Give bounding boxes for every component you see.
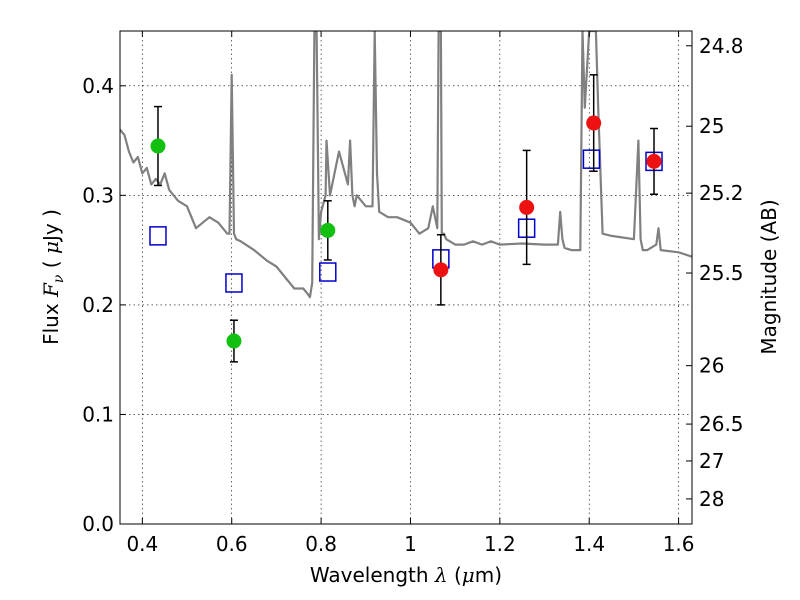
x-tick-label: 0.8 [305, 532, 337, 556]
data-point-green [320, 222, 336, 238]
y-axis-title-text: Flux [39, 303, 63, 345]
x-axis-title-lambda: λ [434, 563, 448, 587]
magnitude-tick-label: 24.8 [699, 34, 744, 58]
model-photometry-box [225, 273, 243, 293]
data-point-green [226, 333, 242, 349]
series-layer [120, 31, 692, 299]
data-point-red [519, 199, 535, 215]
y-tick-label: 0.4 [82, 74, 114, 98]
ticks: 0.4 0.6 0.8 1 1.2 1.4 1.6 0.0 0.1 0.2 0.3 0.4 24.8 25… [82, 31, 744, 556]
data-point-red [433, 262, 449, 278]
magnitude-tick-label: 25.5 [699, 261, 744, 285]
magnitude-tick-label: 25.2 [699, 181, 744, 205]
model-photometry-box [149, 226, 167, 246]
model-photometry-box [319, 262, 337, 282]
x-tick-label: 0.4 [126, 532, 158, 556]
y-tick-label: 0.0 [82, 512, 114, 536]
y-axis-title: Flux Fν ( μJy ) [39, 209, 67, 345]
x-tick-label: 1.4 [573, 532, 605, 556]
x-axis-title-unit-open: ( [448, 563, 462, 587]
magnitude-tick-label: 27 [699, 449, 724, 473]
x-tick-label: 1.2 [484, 532, 516, 556]
x-axis-title: Wavelength λ (μm) [310, 563, 502, 587]
x-tick-label: 1.6 [663, 532, 695, 556]
magnitude-axis-title: Magnitude (AB) [757, 199, 781, 354]
model-photometry-box [582, 149, 601, 169]
magnitude-tick-label: 28 [699, 487, 724, 511]
marker-layer [149, 74, 663, 363]
data-point-red [586, 115, 602, 131]
x-tick-label: 0.6 [216, 532, 248, 556]
x-axis-title-mu: μ [462, 563, 475, 587]
model-spectrum-line [120, 31, 692, 299]
y-axis-title-unit-close: Jy ) [39, 209, 63, 243]
x-axis-title-text: Wavelength [310, 563, 429, 587]
plot-frame [119, 30, 693, 525]
y-axis-title-unit-open: ( [39, 254, 63, 275]
y-axis-title-mu: μ [39, 241, 63, 254]
magnitude-tick-label: 25 [699, 114, 724, 138]
y-tick-label: 0.2 [82, 293, 114, 317]
magnitude-tick-label: 26.5 [699, 412, 744, 436]
magnitude-tick-label: 26 [699, 354, 724, 378]
y-axis-title-f: F [39, 282, 63, 298]
y-tick-label: 0.3 [82, 183, 114, 207]
data-point-red [646, 153, 662, 169]
x-tick-label: 1 [404, 532, 417, 556]
y-axis-title-nu: ν [51, 274, 67, 283]
y-tick-label: 0.1 [82, 402, 114, 426]
data-point-green [150, 138, 166, 154]
x-axis-title-unit-close: m) [475, 563, 502, 587]
